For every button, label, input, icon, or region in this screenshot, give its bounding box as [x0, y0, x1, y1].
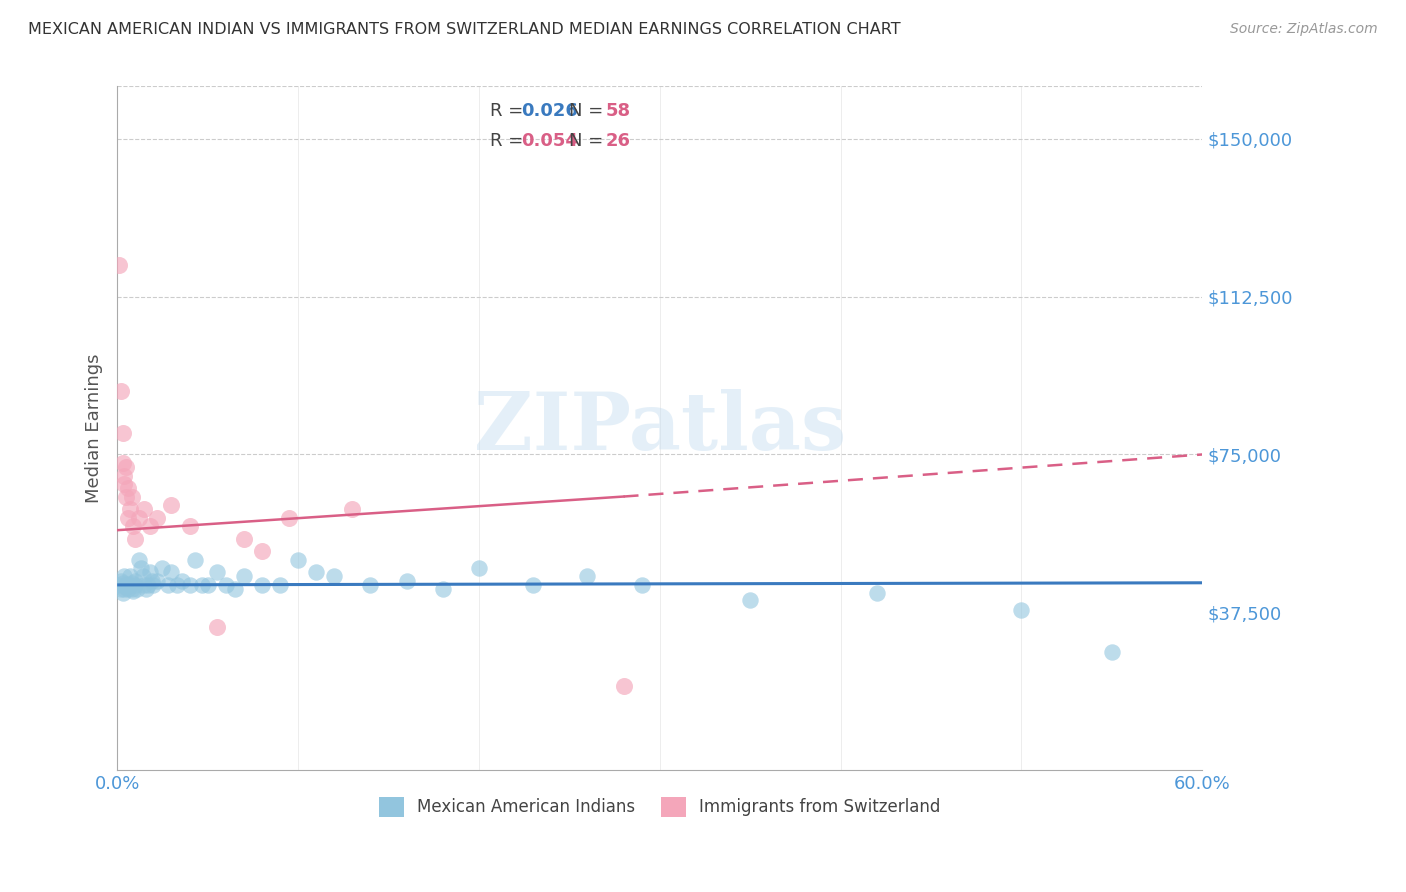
Point [172, 574, 194, 588]
Point [121, 490, 143, 504]
Point [146, 574, 169, 588]
Point [136, 578, 159, 592]
Point [146, 510, 169, 524]
Point [305, 566, 328, 580]
Point [122, 519, 145, 533]
Point [184, 552, 207, 566]
Text: 26: 26 [606, 133, 631, 151]
Point [160, 566, 183, 580]
Point [117, 510, 139, 524]
Point [191, 578, 214, 592]
Point [359, 578, 381, 592]
Point [118, 502, 141, 516]
Point [122, 584, 145, 599]
Point [197, 578, 219, 592]
Point [111, 456, 134, 470]
Point [111, 586, 134, 600]
Point [115, 580, 138, 594]
Point [232, 532, 254, 546]
Text: R =: R = [491, 103, 529, 120]
Text: 58: 58 [606, 103, 631, 120]
Point [139, 566, 162, 580]
Text: R =: R = [491, 133, 529, 151]
Point [342, 502, 364, 516]
Point [630, 578, 652, 592]
Point [179, 519, 201, 533]
Point [108, 578, 131, 592]
Point [866, 586, 889, 600]
Point [115, 460, 138, 475]
Point [112, 477, 135, 491]
Point [612, 679, 634, 693]
Point [287, 552, 309, 566]
Point [117, 578, 139, 592]
Point [115, 578, 138, 592]
Point [205, 620, 228, 634]
Point [129, 561, 152, 575]
Point [128, 510, 150, 524]
Point [124, 578, 146, 592]
Point [139, 519, 162, 533]
Point [128, 552, 150, 566]
Point [250, 578, 273, 592]
Point [740, 592, 762, 607]
Point [121, 582, 143, 596]
Point [1010, 603, 1032, 617]
Point [112, 569, 135, 583]
Point [323, 569, 346, 583]
Point [124, 574, 146, 588]
Text: 0.054: 0.054 [520, 133, 578, 151]
Point [142, 578, 165, 592]
Point [160, 498, 183, 512]
Point [576, 569, 599, 583]
Point [1101, 645, 1123, 659]
Text: N =: N = [568, 103, 609, 120]
Text: N =: N = [568, 133, 609, 151]
Point [141, 574, 163, 588]
Point [156, 578, 179, 592]
Text: 0.026: 0.026 [520, 103, 578, 120]
Point [152, 561, 174, 575]
Text: MEXICAN AMERICAN INDIAN VS IMMIGRANTS FROM SWITZERLAND MEDIAN EARNINGS CORRELATI: MEXICAN AMERICAN INDIAN VS IMMIGRANTS FR… [28, 22, 901, 37]
Point [108, 258, 131, 272]
Point [118, 569, 141, 583]
Point [112, 468, 135, 483]
Point [224, 582, 246, 596]
Point [278, 510, 301, 524]
Point [110, 574, 132, 588]
Point [395, 574, 418, 588]
Point [125, 582, 148, 596]
Text: ZIPatlas: ZIPatlas [474, 389, 846, 467]
Point [117, 481, 139, 495]
Point [205, 566, 228, 580]
Point [232, 569, 254, 583]
Point [135, 582, 157, 596]
Point [522, 578, 544, 592]
Y-axis label: Median Earnings: Median Earnings [86, 353, 103, 503]
Point [179, 578, 201, 592]
Point [111, 575, 134, 590]
Point [215, 578, 238, 592]
Point [124, 532, 146, 546]
Text: Source: ZipAtlas.com: Source: ZipAtlas.com [1230, 22, 1378, 37]
Point [250, 544, 273, 558]
Point [269, 578, 291, 592]
Point [110, 582, 132, 596]
Point [117, 582, 139, 596]
Point [112, 582, 135, 596]
Point [131, 569, 153, 583]
Point [134, 578, 156, 592]
Point [111, 426, 134, 441]
Point [134, 502, 156, 516]
Point [121, 575, 143, 590]
Point [115, 490, 138, 504]
Point [468, 561, 491, 575]
Legend: Mexican American Indians, Immigrants from Switzerland: Mexican American Indians, Immigrants fro… [373, 790, 948, 823]
Point [110, 384, 132, 399]
Point [166, 578, 188, 592]
Point [118, 578, 141, 592]
Point [432, 582, 454, 596]
